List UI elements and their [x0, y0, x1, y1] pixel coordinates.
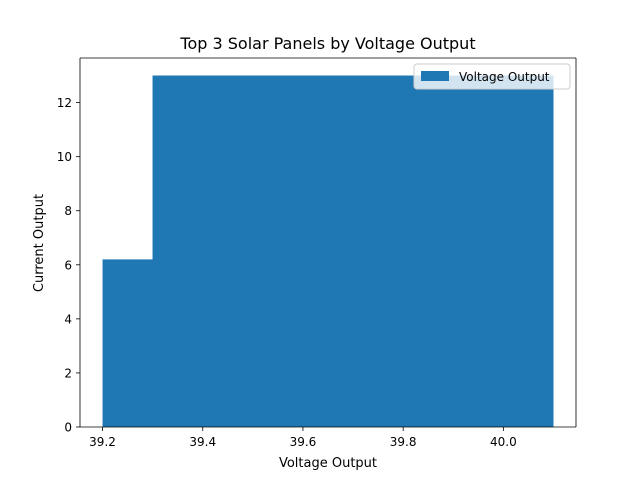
y-tick-label: 2 — [64, 366, 72, 380]
legend: Voltage Output — [413, 63, 571, 90]
x-tick-label: 39.8 — [390, 435, 417, 449]
chart-title: Top 3 Solar Panels by Voltage Output — [179, 34, 475, 53]
y-tick-label: 10 — [57, 150, 72, 164]
x-tick-label: 39.6 — [290, 435, 317, 449]
legend-label: Voltage Output — [459, 70, 550, 84]
y-tick-label: 0 — [64, 421, 72, 435]
legend-frame — [413, 63, 571, 90]
bars-layer — [102, 75, 554, 428]
x-tick-label: 40.0 — [490, 435, 517, 449]
legend-swatch — [421, 71, 449, 81]
y-tick-label: 8 — [64, 204, 72, 218]
y-tick-label: 6 — [64, 258, 72, 272]
y-axis-label: Current Output — [32, 194, 47, 292]
y-tick-label: 12 — [57, 96, 72, 110]
x-axis-label: Voltage Output — [279, 456, 377, 471]
x-tick-label: 39.4 — [189, 435, 216, 449]
axes-layer: 39.2 39.4 39.6 39.8 40.0 0 2 4 6 8 10 12 — [57, 57, 577, 449]
bar-3 — [152, 75, 554, 428]
x-tick-label: 39.2 — [89, 435, 116, 449]
y-tick-label: 4 — [64, 312, 72, 326]
